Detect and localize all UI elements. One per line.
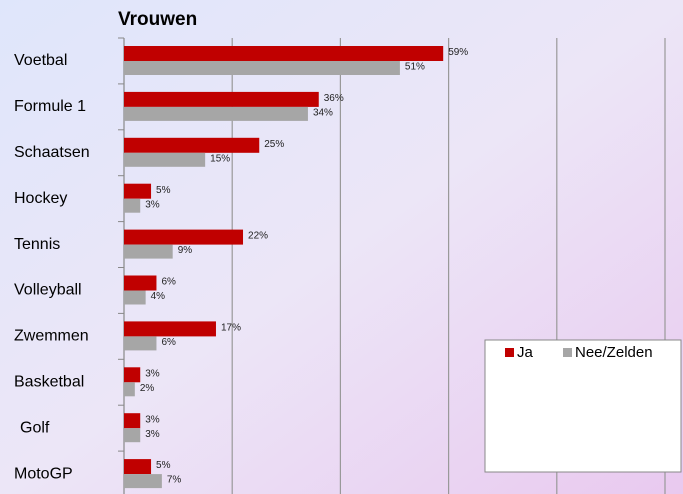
value-label: 3% — [145, 368, 160, 379]
bar — [124, 152, 206, 167]
legend-box — [484, 339, 682, 473]
bar — [124, 198, 141, 213]
category-label: Zwemmen — [14, 328, 89, 345]
value-label: 22% — [248, 231, 268, 242]
value-label: 17% — [221, 323, 241, 334]
bar — [124, 321, 216, 337]
value-label: 3% — [145, 414, 160, 425]
legend-label: Ja — [517, 344, 534, 361]
value-label: 51% — [405, 62, 425, 73]
value-label: 4% — [151, 291, 166, 302]
value-label: 5% — [156, 460, 171, 471]
value-label: 36% — [324, 93, 344, 104]
category-label: MotoGP — [14, 465, 73, 482]
legend-swatch — [505, 348, 514, 357]
bar — [124, 229, 244, 245]
bar — [124, 367, 141, 383]
bar — [124, 244, 173, 259]
category-label: Volleyball — [14, 282, 82, 299]
chart-title: Vrouwen — [118, 9, 197, 30]
value-label: 6% — [161, 337, 176, 348]
category-label: Golf — [20, 419, 50, 436]
value-label: 6% — [161, 277, 176, 288]
value-label: 3% — [145, 429, 160, 440]
bar — [124, 91, 319, 107]
bar — [124, 106, 308, 121]
bar — [124, 382, 135, 397]
value-label: 2% — [140, 383, 155, 394]
category-label: Tennis — [14, 236, 60, 253]
bar — [124, 61, 400, 75]
bar — [124, 183, 152, 199]
category-label: Basketbal — [14, 374, 84, 391]
bar — [124, 137, 260, 153]
category-label: Formule 1 — [14, 98, 86, 115]
bar — [124, 474, 162, 489]
legend-label: Nee/Zelden — [575, 344, 653, 361]
value-label: 59% — [448, 47, 468, 58]
category-label: Voetbal — [14, 52, 67, 69]
legend-swatch — [563, 348, 572, 357]
value-label: 25% — [264, 139, 284, 150]
value-label: 5% — [156, 185, 171, 196]
value-label: 15% — [210, 153, 230, 164]
category-label: Schaatsen — [14, 144, 90, 161]
bar — [124, 46, 444, 61]
category-label: Hockey — [14, 190, 67, 207]
bar — [124, 290, 146, 305]
value-label: 9% — [178, 245, 193, 256]
bar — [124, 275, 157, 291]
bar — [124, 428, 141, 443]
value-label: 3% — [145, 199, 160, 210]
bar — [124, 336, 157, 351]
bar — [124, 459, 152, 475]
value-label: 34% — [313, 108, 333, 119]
value-label: 7% — [167, 475, 182, 486]
bar — [124, 413, 141, 429]
